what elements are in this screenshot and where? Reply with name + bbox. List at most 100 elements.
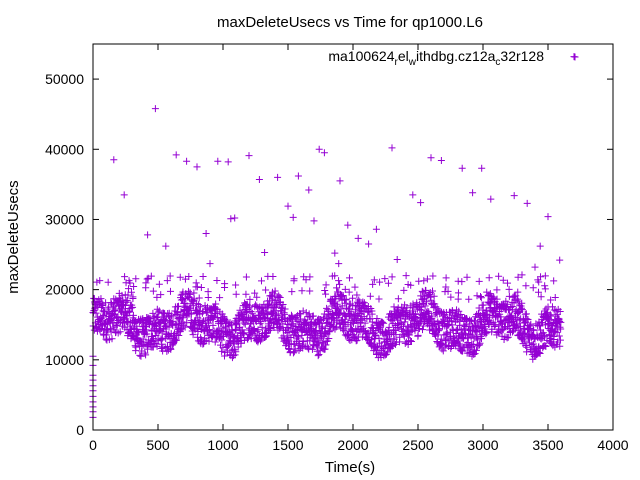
data-point [209, 315, 217, 323]
data-point [153, 342, 161, 350]
data-point-outlier [523, 199, 531, 207]
data-point [436, 307, 444, 315]
data-point [307, 331, 315, 339]
data-point [240, 329, 248, 337]
data-point [551, 343, 559, 351]
data-point [407, 338, 415, 346]
data-point [90, 295, 98, 303]
legend-label-part: el [398, 48, 409, 64]
data-point [155, 307, 163, 315]
data-point [535, 349, 543, 357]
data-point [471, 350, 479, 358]
x-tick-label: 500 [146, 437, 170, 453]
data-point [293, 326, 301, 334]
data-point [325, 335, 333, 343]
data-point-outlier [206, 260, 214, 268]
legend-label-part: ma100624 [328, 48, 394, 64]
data-point [419, 322, 427, 330]
data-point [405, 331, 413, 339]
data-point [477, 292, 485, 300]
data-point [366, 292, 374, 300]
data-point-outlier [110, 156, 118, 164]
data-point [341, 299, 349, 307]
data-point [258, 323, 266, 331]
data-point [143, 330, 151, 338]
data-point [232, 319, 240, 327]
data-point [400, 286, 408, 294]
data-point [306, 287, 314, 295]
data-point-outlier [458, 164, 466, 172]
data-point [181, 323, 189, 331]
legend-label-subscript: r [395, 57, 399, 68]
x-tick-label: 3000 [467, 437, 498, 453]
data-point [113, 321, 121, 329]
data-point [454, 325, 462, 333]
data-point-outlier [120, 191, 128, 199]
data-point [442, 330, 450, 338]
data-point [535, 278, 543, 286]
x-axis-label: Time(s) [325, 459, 375, 476]
data-point [298, 287, 306, 295]
data-point [276, 325, 284, 333]
data-point [524, 316, 532, 324]
data-point [231, 351, 239, 359]
data-point [426, 326, 434, 334]
data-point [253, 327, 261, 335]
data-point-outlier [172, 151, 180, 159]
data-point-outlier [372, 225, 380, 233]
data-point [345, 335, 353, 343]
data-point [303, 319, 311, 327]
data-point [270, 307, 278, 315]
data-point [556, 317, 564, 325]
data-point [518, 299, 526, 307]
data-point [199, 273, 207, 281]
data-point [359, 298, 367, 306]
data-point [530, 326, 538, 334]
data-point [420, 277, 428, 285]
data-point [419, 326, 427, 334]
data-point [477, 294, 485, 302]
data-point [402, 272, 410, 280]
data-point [441, 288, 449, 296]
data-point [302, 276, 310, 284]
data-point [109, 319, 117, 327]
data-point [251, 289, 259, 297]
data-point-outlier [531, 263, 539, 271]
data-point [204, 288, 212, 296]
data-point [218, 336, 226, 344]
data-point-outlier [320, 149, 328, 157]
data-point [121, 273, 129, 281]
data-point [352, 306, 360, 314]
data-point [475, 277, 483, 285]
legend-marker [571, 53, 579, 61]
data-point [415, 325, 423, 333]
data-point [493, 286, 501, 294]
y-tick-label: 10000 [45, 352, 84, 368]
data-point [418, 287, 426, 295]
data-point [216, 294, 224, 302]
data-point [315, 327, 323, 335]
data-point [482, 307, 490, 315]
data-point-outlier [261, 248, 269, 256]
data-point-outlier [344, 221, 352, 229]
data-point-outlier [335, 260, 343, 268]
data-point [271, 287, 279, 295]
data-point [442, 274, 450, 282]
data-point [522, 341, 530, 349]
data-point [309, 312, 317, 320]
data-point [270, 323, 278, 331]
data-point [390, 326, 398, 334]
data-point [535, 288, 543, 296]
data-point [511, 324, 519, 332]
data-point [368, 310, 376, 318]
data-point [433, 337, 441, 345]
data-point [295, 333, 303, 341]
data-point [486, 291, 494, 299]
x-tick-label: 2500 [402, 437, 433, 453]
data-point [361, 319, 369, 327]
data-point [190, 295, 198, 303]
y-tick-label: 0 [76, 422, 84, 438]
data-point [139, 335, 147, 343]
data-point [112, 322, 120, 330]
data-point [508, 328, 516, 336]
